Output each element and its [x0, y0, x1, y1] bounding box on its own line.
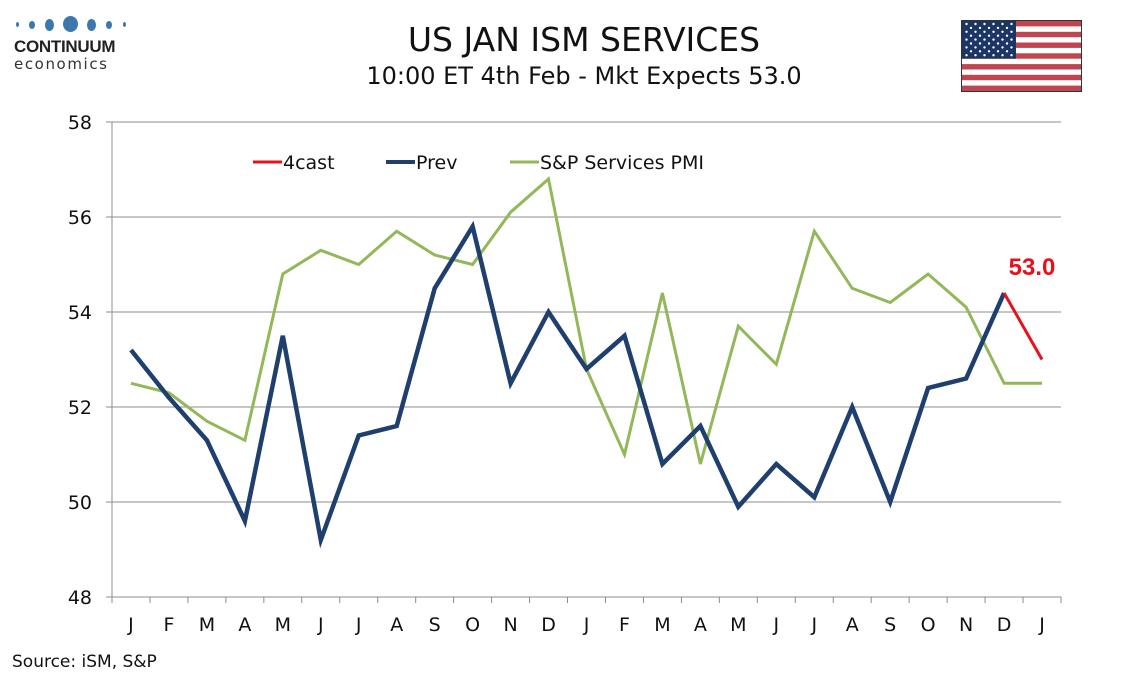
x-tick-label: F [619, 614, 630, 636]
source-note: Source: iSM, S&P [12, 652, 157, 672]
x-tick-label: J [583, 614, 590, 636]
us-flag-icon [961, 20, 1082, 92]
x-tick-label: M [199, 614, 215, 636]
x-tick-label: D [997, 614, 1012, 636]
x-tick-label: M [730, 614, 746, 636]
chart-title: US JAN ISM SERVICES [407, 20, 761, 59]
x-tick-label: S [884, 614, 896, 636]
y-tick-label: 56 [68, 207, 92, 229]
x-tick-label: A [238, 614, 251, 636]
y-tick-label: 58 [68, 112, 92, 134]
x-tick-label: M [275, 614, 291, 636]
legend-label-sp-services-pmi: S&P Services PMI [540, 152, 704, 174]
x-tick-label: D [541, 614, 556, 636]
legend-label-prev: Prev [416, 152, 457, 174]
chart-subtitle: 10:00 ET 4th Feb - Mkt Expects 53.0 [366, 62, 802, 90]
x-tick-label: J [127, 614, 134, 636]
x-tick-label: J [1038, 614, 1045, 636]
logo-subtitle: economics [14, 55, 109, 73]
series-line-4cast [1002, 292, 1044, 361]
x-tick-label: M [654, 614, 670, 636]
legend: 4cast Prev S&P Services PMI [253, 152, 704, 174]
x-tick-label: O [921, 614, 936, 636]
x-tick-label: J [355, 614, 362, 636]
y-tick-label: 54 [68, 302, 92, 324]
x-tick-label: O [465, 614, 480, 636]
x-tick-label: J [772, 614, 779, 636]
y-tick-label: 50 [68, 492, 92, 514]
legend-label-4cast: 4cast [283, 152, 335, 174]
forecast-data-label: 53.0 [1009, 254, 1056, 281]
y-tick-label: 48 [68, 587, 92, 609]
series-line-s-p-services-pmi [130, 176, 1042, 465]
x-tick-label: S [429, 614, 441, 636]
logo-dots-icon [14, 14, 134, 36]
x-tick-label: J [317, 614, 324, 636]
continuum-economics-logo: CONTINUUM economics [14, 14, 134, 73]
x-tick-label: A [694, 614, 707, 636]
logo-name: CONTINUUM [14, 37, 116, 56]
x-tick-label: N [503, 614, 517, 636]
x-tick-label: J [810, 614, 817, 636]
series-line-prev [129, 220, 1007, 549]
x-tick-label: N [959, 614, 973, 636]
x-tick-label: A [390, 614, 403, 636]
x-tick-label: F [163, 614, 174, 636]
x-tick-label: A [846, 614, 859, 636]
y-tick-label: 52 [68, 397, 92, 419]
